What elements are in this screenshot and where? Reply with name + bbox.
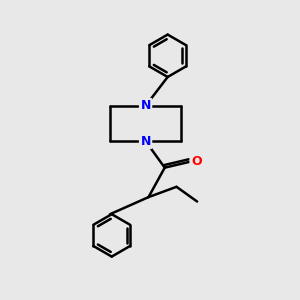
Text: N: N xyxy=(140,135,151,148)
Text: O: O xyxy=(191,155,202,168)
Text: N: N xyxy=(140,99,151,112)
